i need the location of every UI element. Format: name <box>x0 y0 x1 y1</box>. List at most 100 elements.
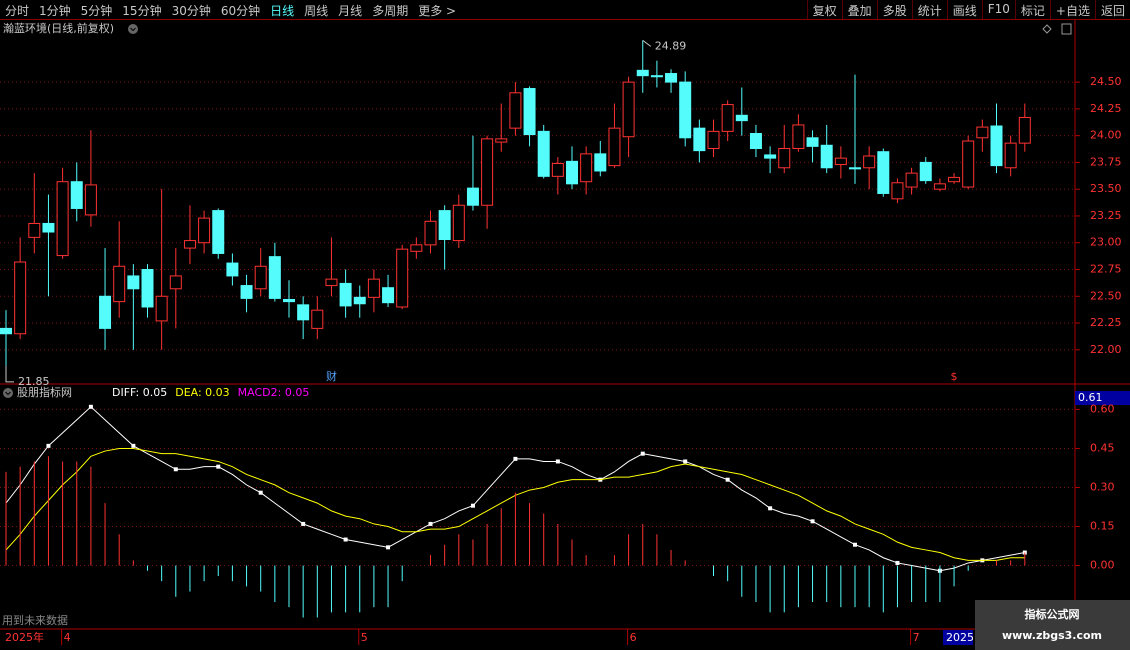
candle-body <box>749 133 762 149</box>
watermark-url: www.zbgs3.com <box>1002 629 1102 642</box>
indicator-menu-icon[interactable] <box>3 388 13 398</box>
line-marker <box>683 459 688 464</box>
toolbar-button[interactable]: 统计 <box>911 0 947 19</box>
line-marker <box>895 560 900 565</box>
line-marker <box>640 451 645 456</box>
candle-body <box>509 92 522 129</box>
candle-body <box>226 262 239 277</box>
toolbar-button[interactable]: 更多 > <box>418 4 457 18</box>
candle-body <box>792 124 805 149</box>
y-tick-label: 23.75 <box>1090 155 1122 168</box>
y-tick-label: 0.15 <box>1090 520 1115 533</box>
candle-body <box>735 114 748 122</box>
toolbar-button[interactable]: 多周期 <box>372 4 409 18</box>
candle-body <box>919 161 932 182</box>
year-label: 2025年 <box>5 630 44 644</box>
line-marker <box>173 467 178 472</box>
legend-entry: DEA: 0.03 <box>175 386 229 399</box>
toolbar-button[interactable]: 标记 <box>1014 0 1050 19</box>
candle-body <box>268 256 281 299</box>
candle-body <box>325 278 338 287</box>
toolbar-button[interactable]: 15分钟 <box>122 4 162 18</box>
candle-body <box>240 285 253 299</box>
toolbar-button[interactable]: 周线 <box>304 4 329 18</box>
toolbar-button[interactable]: 叠加 <box>841 0 877 19</box>
toolbar-button[interactable]: 画线 <box>946 0 982 19</box>
candle-body <box>933 183 946 190</box>
y-tick-label: 23.50 <box>1090 182 1122 195</box>
candle-body <box>212 210 225 254</box>
candle-body <box>84 184 97 216</box>
toolbar-button[interactable]: 30分钟 <box>171 4 211 18</box>
candle-body <box>481 138 494 206</box>
line-marker <box>725 477 730 482</box>
candle-body <box>396 248 409 308</box>
candle-body <box>905 172 918 188</box>
candle-body <box>99 295 112 329</box>
y-tick-label: 24.50 <box>1090 75 1122 88</box>
line-marker <box>555 459 560 464</box>
candle-body <box>551 162 564 177</box>
y-tick-label: 22.25 <box>1090 316 1122 329</box>
toolbar-button[interactable]: 5分钟 <box>80 4 113 18</box>
toolbar-button[interactable]: 1分钟 <box>39 4 71 18</box>
current-value-box <box>1075 391 1130 405</box>
candle-body <box>495 138 508 143</box>
candle-body <box>466 187 479 206</box>
toolbar-button[interactable]: 60分钟 <box>220 4 261 18</box>
event-marker: 财 <box>326 369 337 383</box>
candle-body <box>113 265 126 303</box>
candle-body <box>283 298 295 303</box>
y-tick-label: 23.00 <box>1090 236 1122 249</box>
toolbar-button[interactable]: 多股 <box>876 0 912 19</box>
title-menu-icon[interactable] <box>128 24 138 34</box>
candle-body <box>665 73 678 83</box>
annotation: 24.89 <box>655 39 687 52</box>
candle-body <box>594 153 607 172</box>
candle-body <box>438 210 451 241</box>
diamond-icon[interactable] <box>1042 24 1052 34</box>
candle-body <box>820 144 833 169</box>
y-tick-label: 22.00 <box>1090 343 1122 356</box>
line-marker <box>513 456 518 461</box>
candle-body <box>353 296 366 305</box>
window-icon[interactable] <box>1061 23 1072 35</box>
annotation-leader <box>5 365 14 383</box>
candle-body <box>877 151 890 194</box>
month-label: 6 <box>630 631 637 644</box>
toolbar-button[interactable]: 分时 <box>5 4 30 18</box>
candle-body <box>863 155 876 169</box>
candle-body <box>891 182 904 200</box>
y-tick-label: 0.00 <box>1090 559 1115 572</box>
annotation-leader <box>642 39 652 47</box>
toolbar-button[interactable]: F10 <box>981 0 1015 19</box>
candle-body <box>523 88 536 136</box>
line-marker <box>88 404 93 409</box>
toolbar-button[interactable]: 日线 <box>270 4 295 18</box>
toolbar-button[interactable]: 返回 <box>1094 0 1130 19</box>
cursor-box <box>943 630 973 645</box>
toolbar: 分时 1分钟 5分钟 15分钟 30分钟 60分钟 日线 周线 月线 多周期 更多 > 复权 叠加 多股… <box>0 0 1130 20</box>
candle-body <box>679 81 692 139</box>
toolbar-button[interactable]: 复权 <box>806 0 842 19</box>
y-tick-label: 24.00 <box>1090 129 1122 142</box>
candle-body <box>183 240 196 249</box>
candle-body <box>127 275 140 290</box>
line-marker <box>131 443 136 448</box>
line-marker <box>768 506 773 511</box>
candle-body <box>28 222 41 238</box>
candle-body <box>764 154 777 159</box>
candle-body <box>424 220 437 246</box>
event-marker: $ <box>951 370 958 383</box>
candle-body <box>70 181 83 209</box>
candle-body <box>707 130 720 149</box>
current-value: 0.61 <box>1078 391 1103 404</box>
y-tick-label: 0.45 <box>1090 441 1115 454</box>
line-marker <box>343 537 348 542</box>
title-menu-chevron <box>130 27 136 32</box>
candle-body <box>42 222 55 233</box>
candle-body <box>778 147 791 169</box>
toolbar-button[interactable]: 月线 <box>338 4 363 18</box>
toolbar-button[interactable]: +自选 <box>1049 0 1095 19</box>
